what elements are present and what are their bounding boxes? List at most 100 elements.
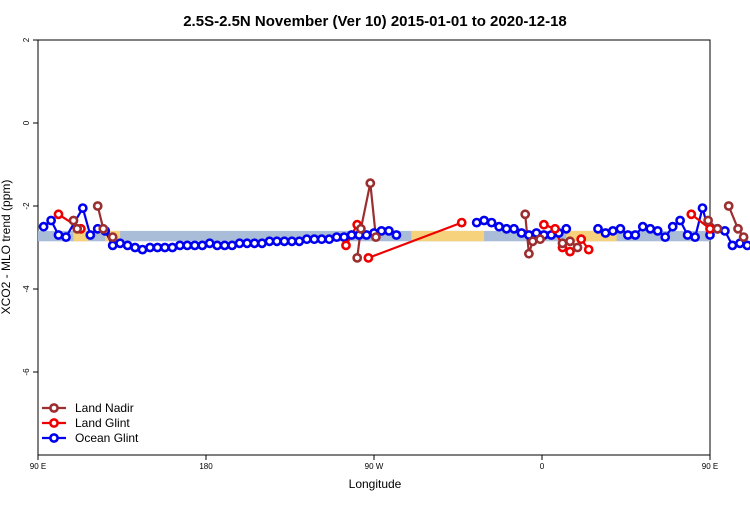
land-nadir-point (70, 217, 77, 224)
ocean-glint-point (191, 242, 198, 249)
land-nadir-point (354, 254, 361, 261)
ocean-glint-point (481, 217, 488, 224)
ocean-glint-point (296, 238, 303, 245)
land-glint-point (585, 246, 592, 253)
land-glint-point (540, 221, 547, 228)
land-nadir-point (740, 234, 747, 241)
ocean-glint-point (169, 244, 176, 251)
ocean-glint-point (617, 225, 624, 232)
x-axis-label: Longitude (349, 477, 402, 491)
land-nadir-point (537, 236, 544, 243)
land-glint-point (578, 236, 585, 243)
ocean-glint-point (348, 231, 355, 238)
ocean-glint-point (518, 229, 525, 236)
ocean-glint-point (48, 217, 55, 224)
land-glint-point (55, 211, 62, 218)
ocean-glint-point (488, 219, 495, 226)
ocean-glint-point (318, 236, 325, 243)
ocean-glint-point (662, 234, 669, 241)
land-nadir-point (705, 217, 712, 224)
ocean-glint-point (744, 242, 750, 249)
y-tick-label: 2 (22, 37, 31, 42)
ocean-glint-point (273, 238, 280, 245)
ocean-glint-point (139, 246, 146, 253)
ocean-glint-point (639, 223, 646, 230)
chart-title: 2.5S-2.5N November (Ver 10) 2015-01-01 t… (183, 13, 567, 30)
ocean-glint-point (229, 242, 236, 249)
ocean-glint-point (684, 231, 691, 238)
ocean-glint-point (503, 225, 510, 232)
ocean-glint-point (281, 238, 288, 245)
x-tick-label: 90 E (702, 462, 718, 471)
land-nadir-point (725, 202, 732, 209)
land-glint-point (706, 225, 713, 232)
ocean-glint-point (303, 236, 310, 243)
ocean-glint-point (393, 231, 400, 238)
ocean-glint-point (79, 205, 86, 212)
land-band-segment (411, 231, 484, 241)
legend-marker-land-glint (50, 419, 57, 426)
ocean-glint-point (87, 231, 94, 238)
land-nadir-point (574, 244, 581, 251)
y-axis: 2 0 -2 -4 -6 (22, 37, 38, 375)
ocean-glint-point (609, 227, 616, 234)
ocean-glint-point (677, 217, 684, 224)
legend-label-land-nadir: Land Nadir (75, 401, 134, 415)
ocean-glint-point (146, 244, 153, 251)
land-glint-point (688, 211, 695, 218)
ocean-glint-point (699, 205, 706, 212)
x-tick-label: 0 (540, 462, 545, 471)
y-tick-label: 0 (22, 120, 31, 125)
x-tick-label: 180 (199, 462, 213, 471)
ocean-glint-point (341, 234, 348, 241)
ocean-glint-point (729, 242, 736, 249)
land-nadir-point (94, 202, 101, 209)
land-nadir-point (74, 225, 81, 232)
land-glint-point (566, 248, 573, 255)
ocean-glint-point (40, 223, 47, 230)
ocean-glint-point (184, 242, 191, 249)
ocean-glint-point (385, 227, 392, 234)
land-nadir-point (109, 234, 116, 241)
land-glint-point (342, 242, 349, 249)
land-nadir-point (357, 225, 364, 232)
y-axis-label: XCO2 - MLO trend (ppm) (0, 180, 13, 315)
y-tick-label: -4 (22, 285, 31, 293)
ocean-glint-point (326, 236, 333, 243)
x-tick-label: 90 E (30, 462, 46, 471)
land-nadir-point (525, 250, 532, 257)
series-points-layer (40, 180, 750, 262)
land-glint-point (458, 219, 465, 226)
land-nadir-point (522, 211, 529, 218)
x-axis: 90 E 180 90 W 0 90 E (30, 455, 718, 471)
ocean-glint-point (236, 240, 243, 247)
legend-label-land-glint: Land Glint (75, 416, 130, 430)
ocean-glint-point (206, 240, 213, 247)
land-nadir-point (100, 225, 107, 232)
ocean-glint-point (214, 242, 221, 249)
land-nadir-point (734, 225, 741, 232)
land-nadir-point (566, 238, 573, 245)
land-nadir-line (357, 183, 376, 258)
ocean-glint-point (117, 240, 124, 247)
ocean-glint-point (563, 225, 570, 232)
legend-label-ocean-glint: Ocean Glint (75, 431, 139, 445)
y-tick-label: -2 (22, 202, 31, 210)
land-nadir-point (367, 180, 374, 187)
ocean-glint-point (161, 244, 168, 251)
ocean-glint-point (654, 227, 661, 234)
x-tick-label: 90 W (365, 462, 384, 471)
land-glint-point (365, 254, 372, 261)
ocean-glint-point (594, 225, 601, 232)
ocean-glint-point (55, 231, 62, 238)
ocean-glint-point (632, 231, 639, 238)
land-nadir-point (372, 234, 379, 241)
ocean-glint-point (258, 240, 265, 247)
y-tick-label: -6 (22, 368, 31, 376)
ocean-glint-point (62, 234, 69, 241)
land-glint-point (552, 225, 559, 232)
ocean-glint-point (124, 242, 131, 249)
